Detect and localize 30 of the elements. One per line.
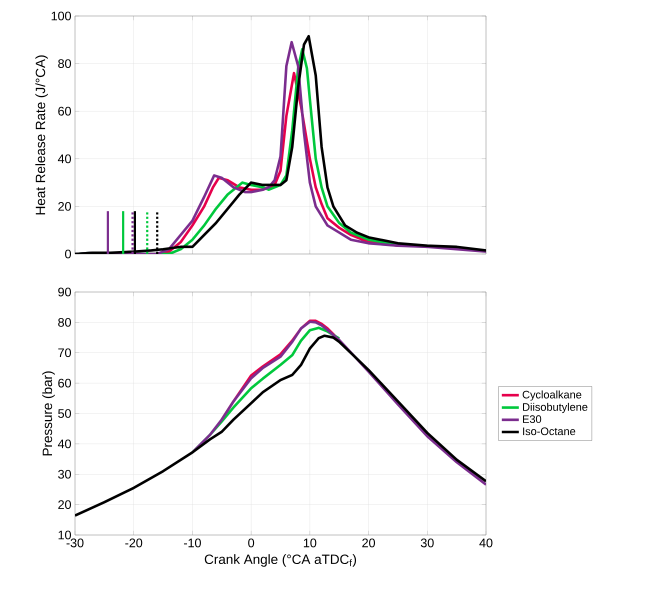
y-axis-title: Heat Release Rate (J/°CA) [35, 55, 48, 214]
y-tick-label: 100 [52, 12, 71, 20]
y-tick-label: 20 [58, 500, 71, 510]
y-tick-label: 0 [65, 250, 71, 258]
x-tick-label: -10 [184, 538, 201, 548]
x-tick-label: 30 [420, 538, 434, 548]
y-tick-label: 40 [58, 154, 71, 164]
legend-label: E30 [523, 415, 542, 424]
x-tick-label: 10 [304, 538, 316, 548]
x-tick-label: -20 [125, 538, 142, 548]
legend-label: Diisobutylene [523, 402, 588, 414]
y-tick-label: 20 [58, 202, 71, 211]
y-tick-label: 60 [58, 106, 71, 116]
y-tick-label: 80 [58, 59, 71, 68]
x-tick-label: 20 [362, 538, 376, 548]
y-tick-label: 50 [58, 409, 71, 418]
y-axis-title: Pressure (bar) [42, 371, 55, 456]
y-tick-label: 70 [58, 348, 71, 358]
y-tick-label: 80 [58, 318, 71, 327]
y-tick-label: 30 [58, 470, 71, 479]
legend-label: Cycloalkane [522, 390, 582, 401]
x-tick-label: 0 [248, 538, 254, 548]
x-axis-title: Crank Angle (°CA aTDC$_{f}$) [204, 554, 356, 567]
x-tick-label: 40 [479, 538, 492, 548]
y-tick-label: 10 [58, 530, 71, 540]
y-tick-label: 90 [58, 288, 71, 296]
y-tick-label: 40 [58, 439, 71, 448]
legend-label: Iso-Octane [523, 427, 576, 436]
x-tick-label: -30 [66, 538, 84, 548]
y-tick-label: 60 [58, 378, 71, 388]
